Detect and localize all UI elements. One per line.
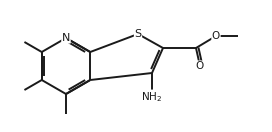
Text: NH$_2$: NH$_2$	[141, 90, 163, 104]
Text: O: O	[212, 31, 220, 41]
Text: S: S	[134, 29, 141, 39]
Text: N: N	[62, 33, 70, 43]
Text: O: O	[196, 61, 204, 71]
